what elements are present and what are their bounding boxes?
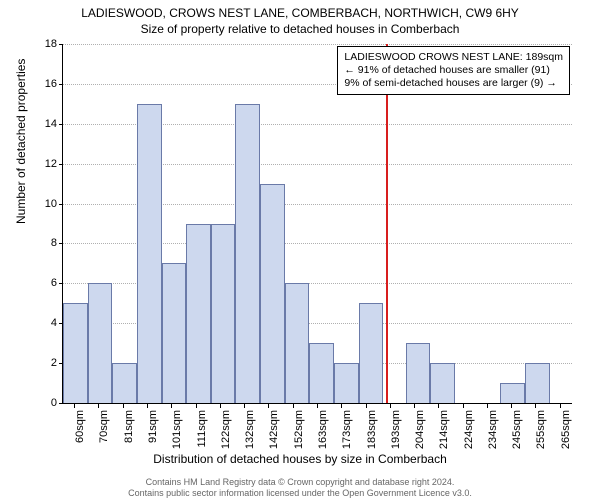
x-tick-mark	[244, 404, 245, 408]
y-tick-label: 2	[51, 357, 63, 369]
x-tick-label: 204sqm	[414, 410, 426, 449]
y-tick-label: 18	[45, 38, 63, 50]
x-tick-label: 173sqm	[341, 410, 353, 449]
y-tick-label: 10	[45, 198, 63, 210]
x-tick-label: 142sqm	[268, 410, 280, 449]
x-tick-mark	[74, 404, 75, 408]
histogram-bar	[235, 104, 260, 403]
histogram-bar	[88, 283, 113, 403]
histogram-bar	[162, 263, 187, 403]
x-tick-label: 183sqm	[366, 410, 378, 449]
x-tick-mark	[220, 404, 221, 408]
x-tick-label: 122sqm	[220, 410, 232, 449]
legend-line: 9% of semi-detached houses are larger (9…	[344, 77, 563, 90]
y-tick-label: 6	[51, 277, 63, 289]
title-sub: Size of property relative to detached ho…	[0, 22, 600, 36]
footer-attribution: Contains HM Land Registry data © Crown c…	[0, 477, 600, 498]
x-tick-mark	[123, 404, 124, 408]
title-main: LADIESWOOD, CROWS NEST LANE, COMBERBACH,…	[0, 6, 600, 20]
x-tick-mark	[438, 404, 439, 408]
x-tick-label: 214sqm	[438, 410, 450, 449]
histogram-bar	[406, 343, 431, 403]
legend-line: ← 91% of detached houses are smaller (91…	[344, 64, 563, 77]
y-tick-label: 16	[45, 78, 63, 90]
x-tick-mark	[414, 404, 415, 408]
x-tick-mark	[390, 404, 391, 408]
plot-region: 024681012141618LADIESWOOD CROWS NEST LAN…	[62, 44, 572, 404]
x-tick-mark	[98, 404, 99, 408]
histogram-bar	[285, 283, 310, 403]
x-axis-label: Distribution of detached houses by size …	[0, 452, 600, 466]
x-tick-mark	[463, 404, 464, 408]
x-tick-label: 101sqm	[171, 410, 183, 449]
x-tick-mark	[171, 404, 172, 408]
footer-line-2: Contains public sector information licen…	[0, 488, 600, 498]
title-block: LADIESWOOD, CROWS NEST LANE, COMBERBACH,…	[0, 0, 600, 36]
histogram-bar	[63, 303, 88, 403]
legend-line: LADIESWOOD CROWS NEST LANE: 189sqm	[344, 51, 563, 64]
footer-line-1: Contains HM Land Registry data © Crown c…	[0, 477, 600, 487]
x-tick-mark	[341, 404, 342, 408]
x-tick-mark	[487, 404, 488, 408]
x-tick-label: 111sqm	[196, 410, 208, 448]
y-tick-label: 12	[45, 158, 63, 170]
x-tick-mark	[268, 404, 269, 408]
reference-marker-line	[386, 44, 388, 403]
x-tick-mark	[560, 404, 561, 408]
x-tick-label: 265sqm	[560, 410, 572, 449]
legend-box: LADIESWOOD CROWS NEST LANE: 189sqm← 91% …	[337, 46, 570, 95]
x-tick-mark	[511, 404, 512, 408]
x-tick-label: 193sqm	[390, 410, 402, 449]
histogram-bar	[359, 303, 384, 403]
x-tick-mark	[535, 404, 536, 408]
chart-area: 024681012141618LADIESWOOD CROWS NEST LAN…	[62, 44, 572, 404]
histogram-bar	[186, 224, 211, 404]
y-tick-label: 8	[51, 237, 63, 249]
histogram-bar	[334, 363, 359, 403]
x-tick-label: 81sqm	[123, 410, 135, 443]
histogram-bar	[211, 224, 236, 404]
x-tick-label: 132sqm	[244, 410, 256, 449]
x-tick-mark	[317, 404, 318, 408]
y-axis-label: Number of detached properties	[14, 59, 28, 224]
histogram-bar	[112, 363, 137, 403]
x-tick-label: 60sqm	[74, 410, 86, 443]
x-tick-mark	[147, 404, 148, 408]
x-tick-label: 245sqm	[511, 410, 523, 449]
histogram-bar	[309, 343, 334, 403]
x-tick-label: 163sqm	[317, 410, 329, 449]
x-tick-label: 255sqm	[535, 410, 547, 449]
histogram-bar	[430, 363, 455, 403]
histogram-bar	[500, 383, 525, 403]
x-tick-mark	[196, 404, 197, 408]
bars-container	[63, 44, 572, 403]
x-tick-label: 224sqm	[463, 410, 475, 449]
x-tick-mark	[366, 404, 367, 408]
x-tick-label: 70sqm	[98, 410, 110, 443]
x-tick-label: 91sqm	[147, 410, 159, 443]
histogram-bar	[260, 184, 285, 403]
x-tick-label: 234sqm	[487, 410, 499, 449]
x-tick-mark	[293, 404, 294, 408]
x-tick-label: 152sqm	[293, 410, 305, 449]
y-tick-label: 4	[51, 317, 63, 329]
y-tick-label: 14	[45, 118, 63, 130]
histogram-bar	[137, 104, 162, 403]
histogram-bar	[525, 363, 550, 403]
